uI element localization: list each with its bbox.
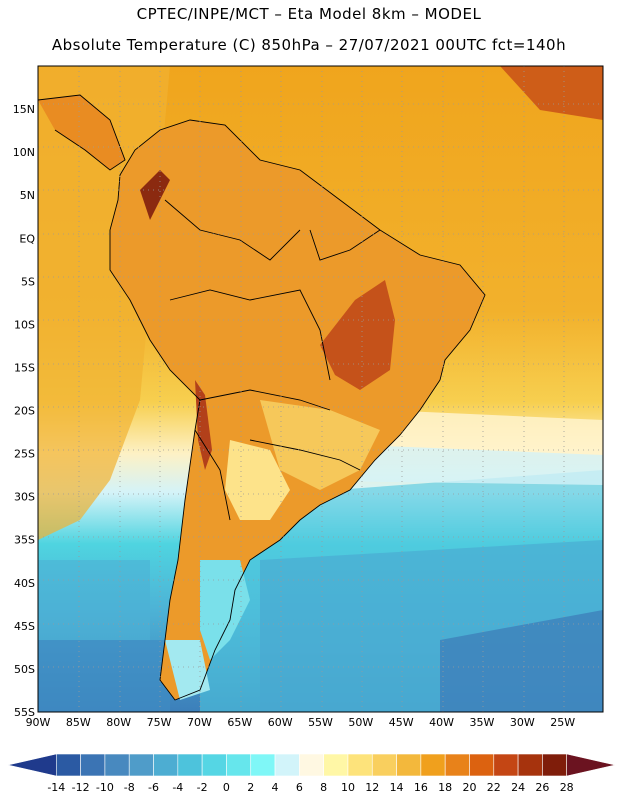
legend-swatch: [493, 753, 519, 777]
legend-label: 2: [247, 781, 254, 794]
legend-swatch: [226, 753, 252, 777]
legend-label: 26: [535, 781, 549, 794]
legend-label: -4: [172, 781, 183, 794]
longitude-labels: 90W 85W 80W 75W 70W 65W 60W 55W 50W 45W 40W 35W 30W 2…: [26, 716, 576, 729]
map-title-line1: CPTEC/INPE/MCT – Eta Model 8km – MODEL: [136, 5, 482, 23]
lon-label: 85W: [66, 716, 91, 729]
lon-label: 65W: [227, 716, 252, 729]
lon-label: 70W: [187, 716, 212, 729]
lon-label: 40W: [429, 716, 454, 729]
legend-swatch: [128, 753, 154, 777]
legend-swatch: [80, 753, 106, 777]
lon-label: 55W: [308, 716, 333, 729]
legend-label: -10: [96, 781, 114, 794]
map-frame: [37, 65, 604, 713]
legend-swatch: [201, 753, 227, 777]
lat-label: 20S: [14, 405, 35, 418]
lat-label: 10S: [14, 318, 35, 331]
legend-swatch: [56, 753, 81, 777]
legend-label: 0: [223, 781, 230, 794]
lon-label: 25W: [550, 716, 575, 729]
latitude-labels: 15N 10N 5N EQ 5S 10S 15S 20S 25S 30S 35S 40S 45S 50S 5…: [13, 103, 36, 719]
lon-label: 30W: [510, 716, 535, 729]
legend-swatch: [7, 753, 57, 777]
lat-label: 45S: [14, 620, 35, 633]
legend-swatch: [371, 753, 397, 777]
legend-label: 28: [560, 781, 574, 794]
lat-label: 35S: [14, 534, 35, 547]
south-america-landmass: [38, 95, 485, 700]
legend-label: 20: [462, 781, 476, 794]
legend-label: 24: [511, 781, 525, 794]
legend-swatch: [469, 753, 495, 777]
legend-swatch: [444, 753, 470, 777]
lon-label: 45W: [389, 716, 414, 729]
lat-label: 55S: [14, 706, 35, 719]
legend-swatch: [347, 753, 373, 777]
map-title-line2: Absolute Temperature (C) 850hPa – 27/07/…: [51, 36, 567, 54]
legend-label: 14: [390, 781, 404, 794]
coastlines-borders: [38, 94, 486, 701]
legend-label: 8: [320, 781, 327, 794]
lon-label: 80W: [106, 716, 131, 729]
lat-label: 5N: [20, 189, 35, 202]
legend-label: -8: [124, 781, 135, 794]
legend-label: 18: [438, 781, 452, 794]
lat-label: 30S: [14, 491, 35, 504]
legend-label: -14: [47, 781, 65, 794]
temperature-field: [38, 66, 603, 712]
legend-swatch: [396, 753, 422, 777]
legend-swatch: [323, 753, 349, 777]
lat-label: 15S: [14, 361, 35, 374]
legend-label: 6: [296, 781, 303, 794]
legend-label: 4: [272, 781, 279, 794]
legend-swatch: [542, 753, 567, 777]
legend-swatch: [104, 753, 130, 777]
legend-label: 22: [487, 781, 501, 794]
lon-label: 35W: [469, 716, 494, 729]
lat-label: 10N: [13, 146, 35, 159]
lon-label: 90W: [26, 716, 51, 729]
legend-label: -2: [197, 781, 208, 794]
legend-label: 12: [365, 781, 379, 794]
legend-swatch: [153, 753, 179, 777]
color-legend: -14 -12 -10 -8 -6 -4 -2 0 2 4 6 8 10 12 14 16 18 20 22 24 26…: [7, 753, 616, 794]
lat-label: EQ: [19, 232, 35, 245]
lon-label: 60W: [268, 716, 293, 729]
legend-label: -6: [148, 781, 159, 794]
legend-label: 10: [341, 781, 355, 794]
legend-swatch: [274, 753, 300, 777]
lat-label: 50S: [14, 663, 35, 676]
legend-swatch: [177, 753, 203, 777]
legend-swatch: [250, 753, 276, 777]
lat-label: 25S: [14, 448, 35, 461]
legend-label: -12: [72, 781, 90, 794]
legend-swatch: [299, 753, 324, 777]
lat-label: 5S: [21, 275, 35, 288]
lat-label: 15N: [13, 103, 35, 116]
legend-swatch: [420, 753, 446, 777]
legend-swatch: [517, 753, 543, 777]
legend-swatch: [566, 753, 616, 777]
lat-label: 40S: [14, 577, 35, 590]
lon-label: 50W: [348, 716, 373, 729]
graticule: [38, 66, 603, 712]
lon-label: 75W: [147, 716, 172, 729]
legend-label: 16: [414, 781, 428, 794]
